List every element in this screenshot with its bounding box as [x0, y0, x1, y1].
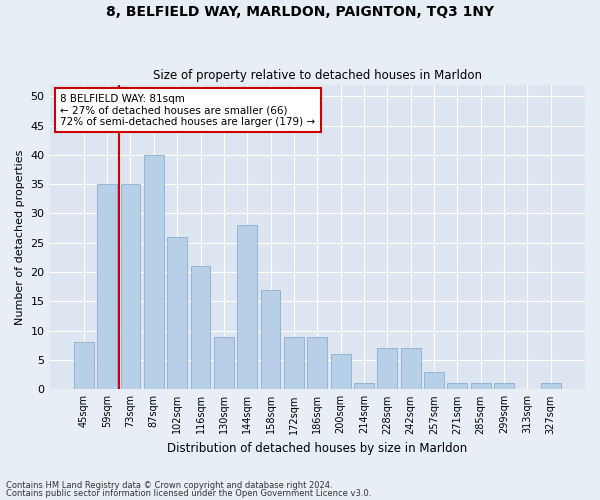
Bar: [74, 342, 94, 390]
Bar: [284, 336, 304, 390]
Bar: [144, 155, 164, 390]
Bar: [354, 384, 374, 390]
Bar: [238, 225, 257, 390]
Bar: [331, 354, 350, 390]
Y-axis label: Number of detached properties: Number of detached properties: [15, 149, 25, 324]
Text: Contains public sector information licensed under the Open Government Licence v3: Contains public sector information licen…: [6, 488, 371, 498]
Title: Size of property relative to detached houses in Marldon: Size of property relative to detached ho…: [153, 69, 482, 82]
Bar: [307, 336, 327, 390]
Bar: [471, 384, 491, 390]
Bar: [191, 266, 211, 390]
Text: 8, BELFIELD WAY, MARLDON, PAIGNTON, TQ3 1NY: 8, BELFIELD WAY, MARLDON, PAIGNTON, TQ3 …: [106, 5, 494, 19]
Text: Contains HM Land Registry data © Crown copyright and database right 2024.: Contains HM Land Registry data © Crown c…: [6, 481, 332, 490]
X-axis label: Distribution of detached houses by size in Marldon: Distribution of detached houses by size …: [167, 442, 467, 455]
Bar: [448, 384, 467, 390]
Bar: [424, 372, 444, 390]
Bar: [541, 384, 560, 390]
Bar: [401, 348, 421, 390]
Bar: [167, 237, 187, 390]
Bar: [377, 348, 397, 390]
Text: 8 BELFIELD WAY: 81sqm
← 27% of detached houses are smaller (66)
72% of semi-deta: 8 BELFIELD WAY: 81sqm ← 27% of detached …: [60, 94, 316, 127]
Bar: [121, 184, 140, 390]
Bar: [214, 336, 234, 390]
Bar: [494, 384, 514, 390]
Bar: [260, 290, 280, 390]
Bar: [97, 184, 117, 390]
